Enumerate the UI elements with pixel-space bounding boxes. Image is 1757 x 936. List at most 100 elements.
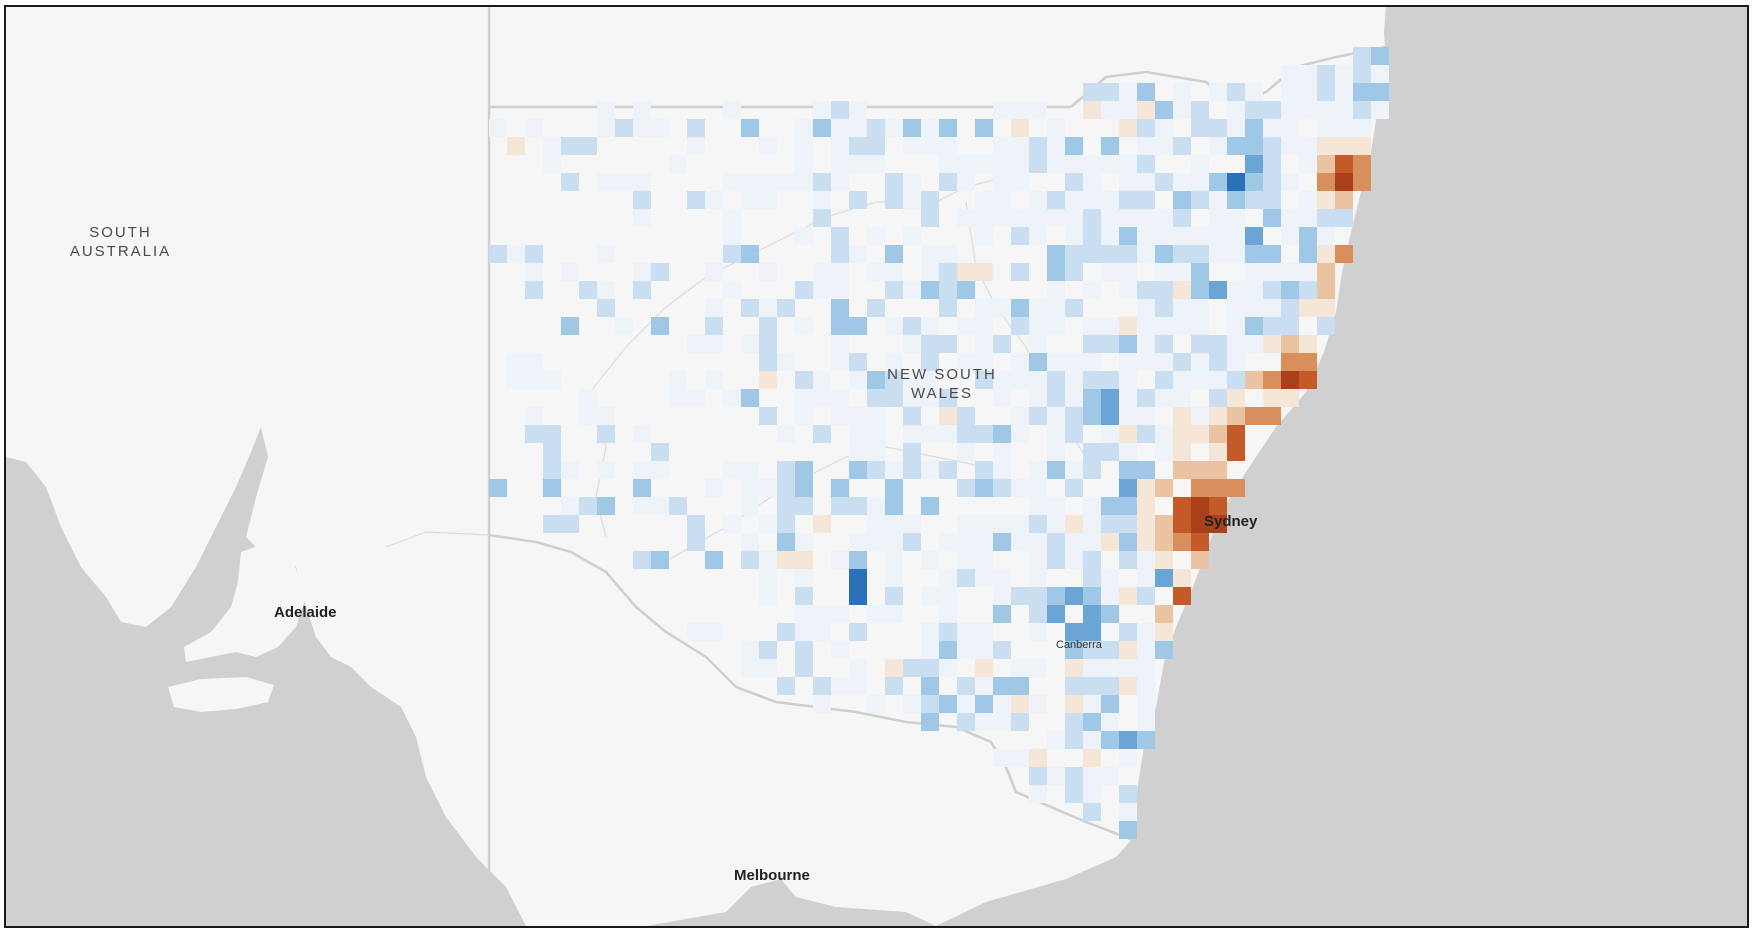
grid-cell [849, 677, 867, 695]
grid-cell [1029, 479, 1047, 497]
grid-cell [957, 479, 975, 497]
grid-cell [1245, 155, 1263, 173]
grid-cell [759, 407, 777, 425]
grid-cell [1047, 389, 1065, 407]
grid-cell [723, 389, 741, 407]
grid-cell [705, 623, 723, 641]
grid-cell [885, 317, 903, 335]
grid-cell [885, 533, 903, 551]
grid-cell [1065, 515, 1083, 533]
grid-cell [1083, 551, 1101, 569]
grid-cell [1317, 119, 1335, 137]
grid-cell [1011, 479, 1029, 497]
grid-cell [1317, 191, 1335, 209]
label-adelaide: Adelaide [274, 604, 337, 621]
grid-cell [939, 533, 957, 551]
grid-cell [849, 317, 867, 335]
grid-cell [1083, 677, 1101, 695]
grid-cell [885, 569, 903, 587]
grid-cell [633, 173, 651, 191]
grid-cell [1047, 299, 1065, 317]
grid-cell [561, 497, 579, 515]
grid-cell [831, 479, 849, 497]
grid-cell [867, 227, 885, 245]
grid-cell [543, 479, 561, 497]
grid-cell [1119, 803, 1137, 821]
grid-cell [741, 299, 759, 317]
grid-cell [687, 623, 705, 641]
grid-cell [759, 371, 777, 389]
grid-cell [1011, 209, 1029, 227]
grid-cell [1065, 551, 1083, 569]
grid-cell [759, 137, 777, 155]
grid-cell [651, 443, 669, 461]
grid-cell [1227, 83, 1245, 101]
grid-cell [1065, 155, 1083, 173]
grid-cell [903, 335, 921, 353]
grid-cell [1011, 353, 1029, 371]
grid-cell [867, 389, 885, 407]
grid-cell [885, 371, 903, 389]
grid-cell [903, 695, 921, 713]
grid-cell [993, 101, 1011, 119]
grid-cell [1317, 299, 1335, 317]
grid-cell [1101, 101, 1119, 119]
grid-cell [1083, 371, 1101, 389]
grid-cell [885, 677, 903, 695]
grid-cell [795, 623, 813, 641]
grid-cell [1065, 659, 1083, 677]
grid-cell [1083, 659, 1101, 677]
grid-cell [741, 173, 759, 191]
grid-cell [525, 119, 543, 137]
grid-cell [921, 371, 939, 389]
grid-cell [885, 191, 903, 209]
grid-cell [831, 173, 849, 191]
grid-cell [1173, 299, 1191, 317]
grid-cell [939, 461, 957, 479]
grid-cell [795, 173, 813, 191]
grid-cell [849, 497, 867, 515]
grid-cell [939, 299, 957, 317]
grid-cell [1011, 659, 1029, 677]
grid-cell [975, 515, 993, 533]
grid-cell [705, 317, 723, 335]
grid-cell [1155, 443, 1173, 461]
grid-cell [1191, 335, 1209, 353]
grid-cell [1047, 263, 1065, 281]
grid-cell [867, 371, 885, 389]
grid-cell [831, 551, 849, 569]
grid-cell [1191, 533, 1209, 551]
grid-cell [867, 119, 885, 137]
grid-cell [1191, 353, 1209, 371]
grid-cell [1029, 461, 1047, 479]
choropleth-map[interactable] [6, 7, 1747, 926]
grid-cell [1137, 317, 1155, 335]
grid-cell [1119, 443, 1137, 461]
label-south-australia: SOUTH AUSTRALIA [69, 224, 172, 260]
kangaroo-island [168, 677, 274, 712]
grid-cell [1191, 101, 1209, 119]
grid-cell [669, 155, 687, 173]
grid-cell [1191, 461, 1209, 479]
grid-cell [1191, 425, 1209, 443]
grid-cell [957, 533, 975, 551]
grid-cell [1065, 731, 1083, 749]
grid-cell [1137, 299, 1155, 317]
grid-cell [813, 425, 831, 443]
grid-cell [939, 281, 957, 299]
grid-cell [1119, 281, 1137, 299]
grid-cell [633, 209, 651, 227]
grid-cell [1209, 407, 1227, 425]
grid-cell [993, 209, 1011, 227]
grid-cell [1353, 83, 1371, 101]
grid-cell [1029, 533, 1047, 551]
grid-cell [1065, 677, 1083, 695]
grid-cell [921, 677, 939, 695]
grid-cell [1137, 389, 1155, 407]
grid-cell [1047, 371, 1065, 389]
grid-cell [597, 101, 615, 119]
grid-cell [579, 389, 597, 407]
grid-cell [741, 551, 759, 569]
grid-cell [1353, 119, 1371, 137]
grid-cell [1083, 317, 1101, 335]
